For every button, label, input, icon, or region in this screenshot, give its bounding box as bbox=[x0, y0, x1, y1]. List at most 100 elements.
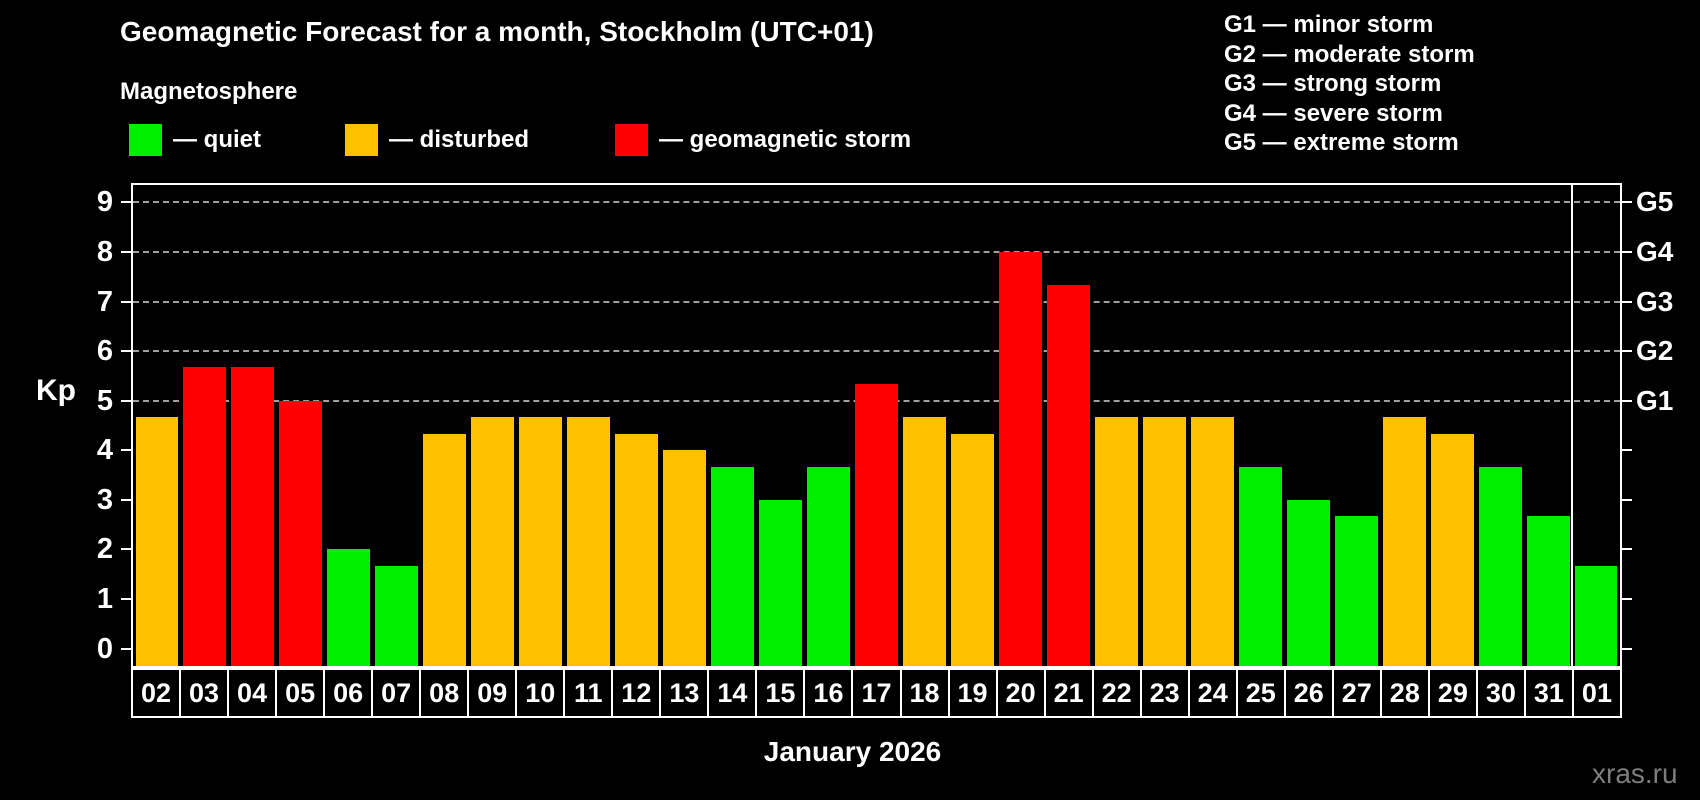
day-label-22: 22 bbox=[1094, 670, 1142, 716]
kp-bar-day-03 bbox=[183, 367, 227, 666]
day-label-28: 28 bbox=[1382, 670, 1430, 716]
kp-bar-day-12 bbox=[615, 433, 659, 666]
y-tick-left-8 bbox=[121, 250, 131, 253]
storm-color-swatch bbox=[615, 124, 648, 156]
g3-legend-line: G3 — strong storm bbox=[1224, 70, 1442, 97]
y-tick-right-2 bbox=[1622, 548, 1632, 551]
y-tick-left-5 bbox=[121, 399, 131, 402]
x-axis-day-labels: 02 03 04 05 06 07 08 09 10 11 12 13 14 15 16 17 18 19 20 21… bbox=[131, 668, 1622, 718]
y-tick-right-4 bbox=[1622, 449, 1632, 452]
x-axis-title: January 2026 bbox=[763, 736, 942, 767]
kp-bar-day-07 bbox=[375, 565, 419, 666]
grid-line-kp6 bbox=[133, 350, 1620, 353]
y-tick-label-1: 1 bbox=[96, 583, 113, 616]
kp-bar-day-06 bbox=[327, 549, 371, 666]
kp-bar-day-30 bbox=[1478, 466, 1522, 666]
g2-legend-line: G2 — moderate storm bbox=[1224, 40, 1475, 68]
y-tick-right-3 bbox=[1622, 498, 1632, 501]
y-tick-right-5 bbox=[1622, 399, 1632, 402]
day-label-16: 16 bbox=[805, 670, 854, 716]
legend-item-quiet: — quiet bbox=[129, 123, 261, 157]
y-tick-left-7 bbox=[121, 300, 131, 303]
day-label-05: 05 bbox=[277, 670, 326, 716]
y-axis-title: Kp bbox=[36, 374, 76, 407]
y-tick-label-9: 9 bbox=[96, 186, 113, 219]
kp-bar-day-13 bbox=[663, 450, 707, 666]
kp-bar-day-28 bbox=[1382, 417, 1426, 666]
y-tick-left-9 bbox=[121, 201, 131, 204]
y-tick-label-0: 0 bbox=[96, 632, 113, 665]
day-label-27: 27 bbox=[1334, 670, 1382, 716]
day-label-06: 06 bbox=[325, 670, 374, 716]
month-separator-line bbox=[1571, 185, 1574, 666]
right-axis-label-g4: G4 bbox=[1636, 235, 1674, 267]
kp-bar-day-23 bbox=[1142, 417, 1186, 666]
y-tick-left-0 bbox=[121, 647, 131, 650]
day-label-12: 12 bbox=[613, 670, 662, 716]
kp-bar-day-16 bbox=[807, 466, 850, 666]
g-scale-legend: G1 — minor storm G2 — moderate storm G3 … bbox=[1224, 10, 1475, 158]
day-label-02: 02 bbox=[133, 670, 182, 716]
y-tick-right-9 bbox=[1622, 201, 1632, 204]
day-label-20: 20 bbox=[998, 670, 1046, 716]
y-tick-label-3: 3 bbox=[96, 483, 113, 516]
legend-item-disturbed: — disturbed bbox=[345, 123, 529, 157]
kp-bar-day-15 bbox=[759, 499, 803, 666]
g1-legend-line: G1 — minor storm bbox=[1224, 11, 1434, 38]
y-tick-label-4: 4 bbox=[96, 434, 113, 467]
kp-bar-day-31 bbox=[1526, 516, 1570, 666]
day-label-25: 25 bbox=[1238, 670, 1286, 716]
y-tick-left-3 bbox=[121, 498, 131, 501]
legend-item-storm: — geomagnetic storm bbox=[615, 123, 911, 157]
g5-legend-line: G5 — extreme storm bbox=[1224, 129, 1459, 156]
kp-bar-day-26 bbox=[1286, 499, 1330, 666]
y-tick-left-1 bbox=[121, 598, 131, 601]
kp-bar-day-01 bbox=[1574, 565, 1618, 666]
grid-line-kp9 bbox=[133, 201, 1620, 204]
day-label-24: 24 bbox=[1190, 670, 1238, 716]
chart-subtitle: Magnetosphere bbox=[120, 78, 298, 105]
day-label-07: 07 bbox=[373, 670, 422, 716]
kp-bar-day-20 bbox=[998, 251, 1042, 666]
legend-label-storm: — geomagnetic storm bbox=[659, 126, 912, 153]
y-tick-left-2 bbox=[121, 548, 131, 551]
y-tick-right-0 bbox=[1622, 647, 1632, 650]
day-label-10: 10 bbox=[517, 670, 566, 716]
kp-bar-day-10 bbox=[519, 417, 563, 666]
day-label-26: 26 bbox=[1286, 670, 1334, 716]
day-label-19: 19 bbox=[950, 670, 998, 716]
day-label-09: 09 bbox=[469, 670, 518, 716]
y-tick-left-4 bbox=[121, 449, 131, 452]
y-tick-label-5: 5 bbox=[96, 384, 113, 417]
day-label-15: 15 bbox=[757, 670, 806, 716]
right-axis-label-g3: G3 bbox=[1636, 285, 1674, 317]
day-label-31: 31 bbox=[1526, 670, 1574, 716]
kp-bar-day-19 bbox=[950, 433, 994, 666]
kp-bar-day-04 bbox=[231, 367, 275, 666]
y-tick-right-1 bbox=[1622, 598, 1632, 601]
y-tick-label-8: 8 bbox=[96, 235, 113, 268]
day-label-18: 18 bbox=[902, 670, 950, 716]
kp-bar-day-24 bbox=[1190, 417, 1234, 666]
quiet-color-swatch bbox=[129, 124, 162, 156]
kp-bar-day-14 bbox=[711, 466, 755, 666]
day-label-30: 30 bbox=[1478, 670, 1526, 716]
g4-legend-line: G4 — severe storm bbox=[1224, 99, 1443, 127]
day-label-11: 11 bbox=[565, 670, 614, 716]
day-label-08: 08 bbox=[421, 670, 470, 716]
y-tick-label-6: 6 bbox=[96, 335, 113, 368]
kp-bar-day-29 bbox=[1430, 433, 1474, 666]
day-label-03: 03 bbox=[181, 670, 230, 716]
day-label-13: 13 bbox=[661, 670, 710, 716]
grid-line-kp8 bbox=[133, 250, 1620, 253]
kp-bar-day-05 bbox=[279, 400, 323, 666]
y-tick-label-2: 2 bbox=[96, 533, 113, 566]
kp-bar-day-11 bbox=[567, 417, 611, 666]
y-tick-right-8 bbox=[1622, 250, 1632, 253]
day-label-04: 04 bbox=[229, 670, 278, 716]
disturbed-color-swatch bbox=[345, 124, 378, 156]
kp-bar-day-02 bbox=[135, 417, 179, 666]
y-tick-right-6 bbox=[1622, 350, 1632, 353]
xras-watermark-link[interactable]: xras.ru bbox=[1592, 758, 1678, 789]
